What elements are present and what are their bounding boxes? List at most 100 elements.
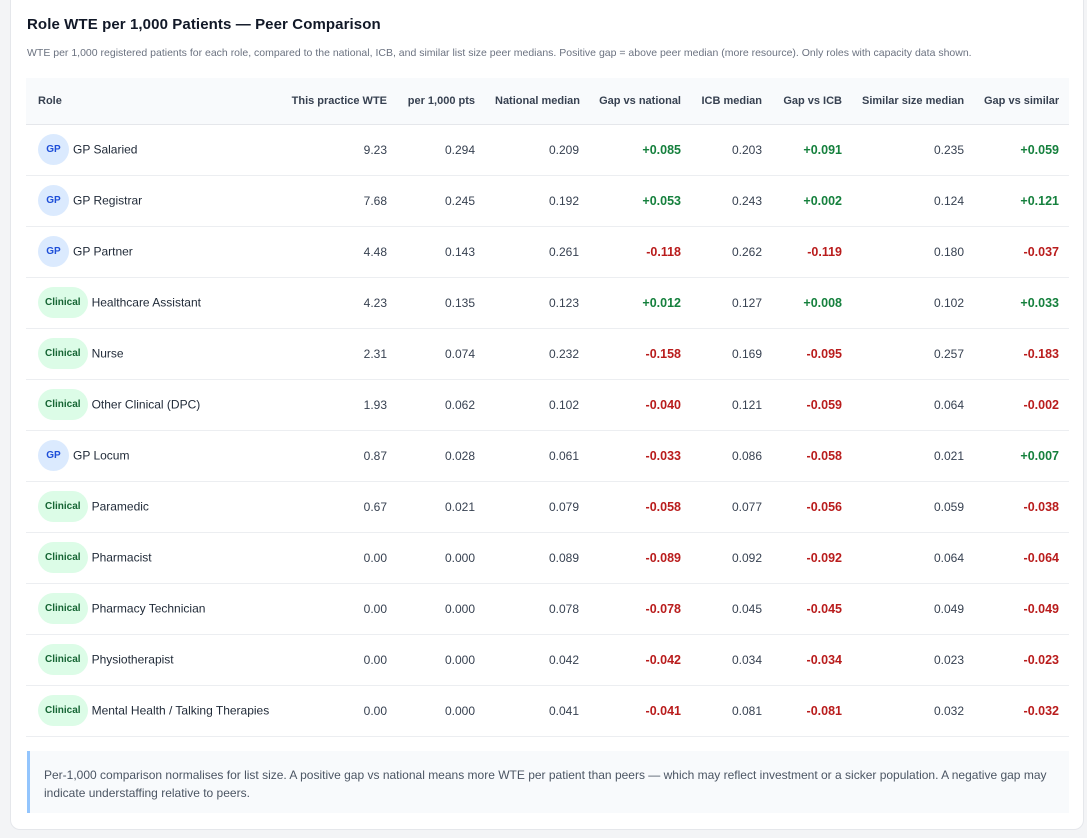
per-1000-cell: 0.245 <box>444 193 475 208</box>
role-cell: GP GP Salaried <box>26 124 281 175</box>
similar-median-cell: 0.235 <box>933 142 964 157</box>
similar-median-cell: 0.180 <box>933 244 964 259</box>
icb-median-cell: 0.081 <box>731 703 762 718</box>
practice-wte-cell: 0.00 <box>363 652 387 667</box>
gap-similar-cell: +0.033 <box>1020 295 1059 310</box>
role-cell: Clinical Healthcare Assistant <box>26 277 281 328</box>
similar-median-cell: 0.102 <box>933 295 964 310</box>
role-cell: Clinical Pharmacy Technician <box>26 583 281 634</box>
practice-wte-cell: 0.87 <box>363 448 387 463</box>
column-header-role[interactable]: Role <box>26 78 281 125</box>
per-1000-cell: 0.143 <box>444 244 475 259</box>
gap-similar-cell: +0.059 <box>1020 142 1059 157</box>
icb-median-cell: 0.203 <box>731 142 762 157</box>
national-median-cell: 0.102 <box>548 397 579 412</box>
column-header-gap-national[interactable]: Gap vs national <box>589 78 691 125</box>
gp-role-badge: GP <box>38 134 69 165</box>
comparison-table-wrapper: Role This practice WTE per 1,000 pts Nat… <box>26 78 1069 737</box>
table-row[interactable]: Clinical Pharmacist 0.00 0.000 0.089 -0.089 0.… <box>26 532 1069 583</box>
role-name: Healthcare Assistant <box>91 295 201 310</box>
gap-national-cell: +0.053 <box>642 193 681 208</box>
column-header-practice-wte[interactable]: This practice WTE <box>281 78 397 125</box>
table-row[interactable]: Clinical Physiotherapist 0.00 0.000 0.042 -0.… <box>26 634 1069 685</box>
gap-national-cell: -0.078 <box>645 601 681 616</box>
similar-median-cell: 0.021 <box>933 448 964 463</box>
national-median-cell: 0.192 <box>548 193 579 208</box>
gap-national-cell: -0.033 <box>645 448 681 463</box>
national-median-cell: 0.061 <box>548 448 579 463</box>
column-header-gap-icb[interactable]: Gap vs ICB <box>772 78 852 125</box>
clinical-role-badge: Clinical <box>38 491 88 522</box>
clinical-role-badge: Clinical <box>38 389 88 420</box>
per-1000-cell: 0.000 <box>444 703 475 718</box>
practice-wte-cell: 7.68 <box>363 193 387 208</box>
role-name: Physiotherapist <box>91 652 174 667</box>
column-header-per-1000[interactable]: per 1,000 pts <box>397 78 485 125</box>
clinical-role-badge: Clinical <box>38 593 88 624</box>
national-median-cell: 0.042 <box>548 652 579 667</box>
practice-wte-cell: 9.23 <box>363 142 387 157</box>
gap-similar-cell: -0.032 <box>1023 703 1059 718</box>
gap-similar-cell: -0.037 <box>1023 244 1059 259</box>
page-subtitle: WTE per 1,000 registered patients for ea… <box>27 47 972 59</box>
role-name: Nurse <box>91 346 124 361</box>
gap-icb-cell: -0.059 <box>806 397 842 412</box>
national-median-cell: 0.078 <box>548 601 579 616</box>
table-row[interactable]: GP GP Registrar 7.68 0.245 0.192 +0.053 0.243 +… <box>26 175 1069 226</box>
table-row[interactable]: Clinical Other Clinical (DPC) 1.93 0.062 0.1… <box>26 379 1069 430</box>
table-row[interactable]: Clinical Mental Health / Talking Therapie… <box>26 685 1069 736</box>
table-row[interactable]: GP GP Partner 4.48 0.143 0.261 -0.118 0.262 -0.… <box>26 226 1069 277</box>
practice-wte-cell: 1.93 <box>363 397 387 412</box>
gp-role-badge: GP <box>38 236 69 267</box>
table-body: GP GP Salaried 9.23 0.294 0.209 +0.085 0.203 +0… <box>26 124 1069 736</box>
similar-median-cell: 0.064 <box>933 550 964 565</box>
gap-icb-cell: -0.034 <box>806 652 842 667</box>
icb-median-cell: 0.045 <box>731 601 762 616</box>
column-header-icb-median[interactable]: ICB median <box>691 78 772 125</box>
role-name: Pharmacist <box>91 550 152 565</box>
practice-wte-cell: 4.48 <box>363 244 387 259</box>
icb-median-cell: 0.243 <box>731 193 762 208</box>
gap-icb-cell: -0.058 <box>806 448 842 463</box>
role-cell: Clinical Mental Health / Talking Therapie… <box>26 685 281 736</box>
role-name: GP Locum <box>73 448 130 463</box>
role-name: GP Registrar <box>73 193 143 208</box>
gap-national-cell: +0.085 <box>642 142 681 157</box>
table-row[interactable]: Clinical Pharmacy Technician 0.00 0.000 0.07… <box>26 583 1069 634</box>
table-row[interactable]: Clinical Healthcare Assistant 4.23 0.135 0.1… <box>26 277 1069 328</box>
column-header-gap-similar[interactable]: Gap vs similar <box>974 78 1069 125</box>
column-header-similar-median[interactable]: Similar size median <box>852 78 974 125</box>
role-name: GP Salaried <box>73 142 138 157</box>
national-median-cell: 0.089 <box>548 550 579 565</box>
similar-median-cell: 0.257 <box>933 346 964 361</box>
practice-wte-cell: 0.67 <box>363 499 387 514</box>
icb-median-cell: 0.034 <box>731 652 762 667</box>
gap-icb-cell: +0.002 <box>803 193 842 208</box>
clinical-role-badge: Clinical <box>38 644 88 675</box>
practice-wte-cell: 4.23 <box>363 295 387 310</box>
column-header-national-median[interactable]: National median <box>485 78 589 125</box>
table-row[interactable]: GP GP Salaried 9.23 0.294 0.209 +0.085 0.203 +0… <box>26 124 1069 175</box>
similar-median-cell: 0.023 <box>933 652 964 667</box>
table-row[interactable]: Clinical Paramedic 0.67 0.021 0.079 -0.058 0.0… <box>26 481 1069 532</box>
gp-role-badge: GP <box>38 185 69 216</box>
per-1000-cell: 0.028 <box>444 448 475 463</box>
clinical-role-badge: Clinical <box>38 542 88 573</box>
role-name: Other Clinical (DPC) <box>91 397 201 412</box>
similar-median-cell: 0.049 <box>933 601 964 616</box>
gap-similar-cell: -0.049 <box>1023 601 1059 616</box>
gap-national-cell: -0.058 <box>645 499 681 514</box>
gp-role-badge: GP <box>38 440 69 471</box>
role-cell: GP GP Partner <box>26 226 281 277</box>
per-1000-cell: 0.021 <box>444 499 475 514</box>
clinical-role-badge: Clinical <box>38 287 88 318</box>
gap-icb-cell: -0.092 <box>806 550 842 565</box>
gap-national-cell: -0.041 <box>645 703 681 718</box>
table-row[interactable]: Clinical Nurse 2.31 0.074 0.232 -0.158 0.169 -0… <box>26 328 1069 379</box>
table-row[interactable]: GP GP Locum 0.87 0.028 0.061 -0.033 0.086 -0.05… <box>26 430 1069 481</box>
icb-median-cell: 0.262 <box>731 244 762 259</box>
similar-median-cell: 0.124 <box>933 193 964 208</box>
practice-wte-cell: 0.00 <box>363 703 387 718</box>
per-1000-cell: 0.000 <box>444 550 475 565</box>
gap-icb-cell: -0.045 <box>806 601 842 616</box>
